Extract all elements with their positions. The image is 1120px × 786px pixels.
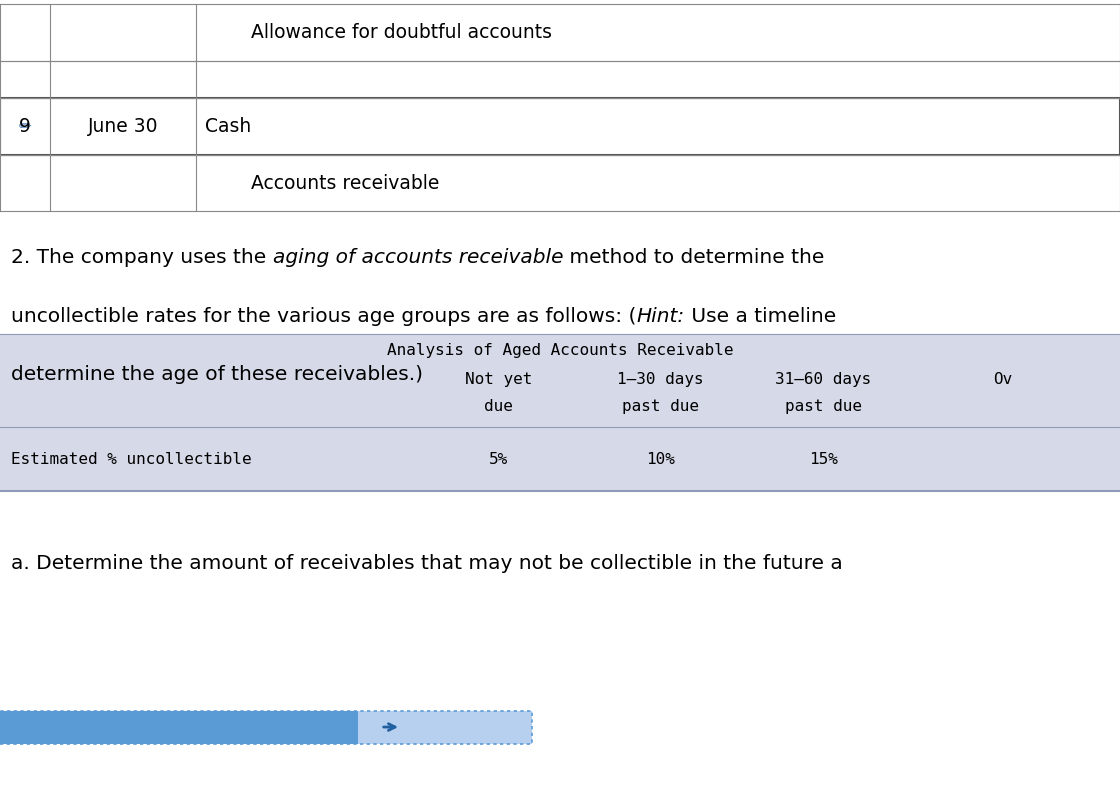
Text: Accounts receivable: Accounts receivable: [251, 174, 440, 193]
Text: aging of accounts receivable: aging of accounts receivable: [273, 248, 563, 266]
Text: past due: past due: [785, 399, 861, 414]
Text: Estimated % uncollectible: Estimated % uncollectible: [11, 451, 252, 467]
Text: 31—60 days: 31—60 days: [775, 372, 871, 387]
Text: method to determine the: method to determine the: [563, 248, 824, 266]
Text: 15%: 15%: [809, 451, 838, 467]
Text: uncollectible rates for the various age groups are as follows: (: uncollectible rates for the various age …: [11, 307, 636, 325]
Text: Allowance for doubtful accounts: Allowance for doubtful accounts: [251, 23, 552, 42]
Bar: [0, 334, 1120, 491]
Text: Ov: Ov: [992, 372, 1012, 387]
Text: June 30: June 30: [88, 117, 158, 136]
Text: 9: 9: [19, 117, 31, 136]
Text: 2. The company uses the: 2. The company uses the: [11, 248, 273, 266]
Text: past due: past due: [623, 399, 699, 414]
Text: determine the age of these receivables.): determine the age of these receivables.): [11, 365, 423, 384]
Text: a. Determine the amount of receivables that may not be collectible in the future: a. Determine the amount of receivables t…: [11, 554, 843, 573]
Text: Not yet: Not yet: [465, 372, 532, 387]
Text: due: due: [484, 399, 513, 414]
Text: Cash: Cash: [205, 117, 252, 136]
Bar: [0, 98, 1120, 155]
Bar: [0, 711, 532, 744]
Text: Use a timeline: Use a timeline: [684, 307, 836, 325]
Text: ✏: ✏: [19, 119, 31, 134]
Text: 1—30 days: 1—30 days: [617, 372, 704, 387]
Text: 5%: 5%: [488, 451, 508, 467]
Text: 10%: 10%: [646, 451, 675, 467]
Text: Analysis of Aged Accounts Receivable: Analysis of Aged Accounts Receivable: [386, 343, 734, 358]
Text: Hint:: Hint:: [636, 307, 684, 325]
Bar: [0, 711, 358, 744]
